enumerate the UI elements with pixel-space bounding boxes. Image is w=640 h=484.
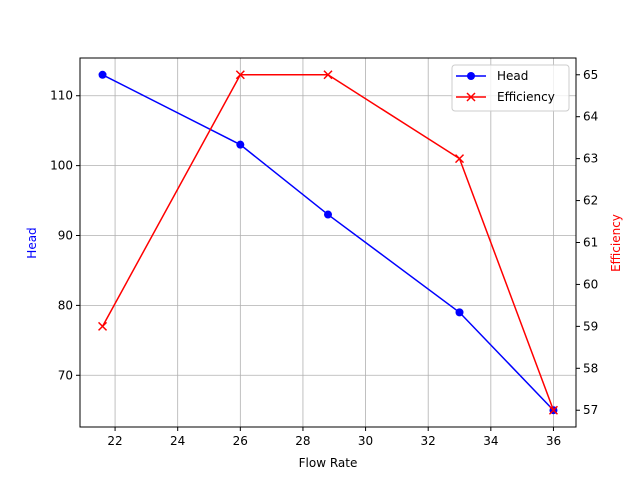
efficiency-line bbox=[101, 74, 555, 411]
data-point-x-icon bbox=[323, 70, 333, 80]
right-y-axis-ticks: 57 58 59 60 61 62 63 64 65 bbox=[576, 68, 598, 417]
legend-label-efficiency: Efficiency bbox=[497, 90, 555, 104]
left-y-axis-label: Head bbox=[25, 227, 39, 258]
data-point-circle-icon bbox=[455, 308, 464, 317]
left-y-tick-label: 70 bbox=[58, 368, 73, 382]
legend: Head Efficiency bbox=[451, 64, 570, 112]
x-tick-label: 34 bbox=[483, 434, 498, 448]
x-tick-label: 26 bbox=[233, 434, 248, 448]
right-y-tick-label: 61 bbox=[583, 236, 598, 250]
legend-circle-marker-icon bbox=[467, 72, 475, 80]
data-point-x-icon bbox=[454, 154, 465, 164]
data-point-x-icon bbox=[235, 70, 245, 80]
right-y-axis-label: Efficiency bbox=[609, 214, 623, 272]
right-y-tick-label: 63 bbox=[583, 152, 598, 166]
right-y-tick-label: 58 bbox=[583, 361, 598, 375]
right-y-tick-label: 59 bbox=[583, 319, 598, 333]
data-point-circle-icon bbox=[98, 70, 107, 79]
plot-frame bbox=[79, 57, 577, 428]
left-y-tick-label: 80 bbox=[58, 298, 73, 312]
data-point-x-icon bbox=[98, 321, 108, 331]
x-tick-label: 24 bbox=[170, 434, 185, 448]
data-point-circle-icon bbox=[324, 210, 332, 219]
data-point-x-icon bbox=[548, 405, 558, 415]
right-y-tick-label: 60 bbox=[583, 277, 598, 291]
x-tick-label: 30 bbox=[358, 434, 373, 448]
legend-x-marker-icon bbox=[466, 92, 476, 102]
x-tick-label: 28 bbox=[295, 434, 310, 448]
data-point-circle-icon bbox=[236, 140, 245, 149]
right-y-tick-label: 62 bbox=[583, 194, 598, 208]
left-y-tick-label: 110 bbox=[50, 89, 73, 103]
right-y-tick-label: 64 bbox=[583, 110, 598, 124]
left-y-axis-ticks: 70 80 90 100 110 bbox=[50, 89, 80, 382]
head-line bbox=[102, 74, 554, 411]
x-axis-label: Flow Rate bbox=[299, 456, 358, 470]
x-tick-label: 32 bbox=[421, 434, 436, 448]
left-y-tick-label: 100 bbox=[50, 159, 73, 173]
left-y-tick-label: 90 bbox=[58, 229, 73, 243]
right-y-tick-label: 65 bbox=[583, 68, 598, 82]
x-tick-label: 36 bbox=[546, 434, 561, 448]
right-y-tick-label: 57 bbox=[583, 403, 598, 417]
grid-lines bbox=[80, 58, 576, 427]
legend-label-head: Head bbox=[497, 69, 528, 83]
x-axis-ticks: 22 24 26 28 30 32 34 36 bbox=[107, 427, 561, 448]
x-tick-label: 22 bbox=[107, 434, 122, 448]
plot-series bbox=[98, 70, 558, 415]
